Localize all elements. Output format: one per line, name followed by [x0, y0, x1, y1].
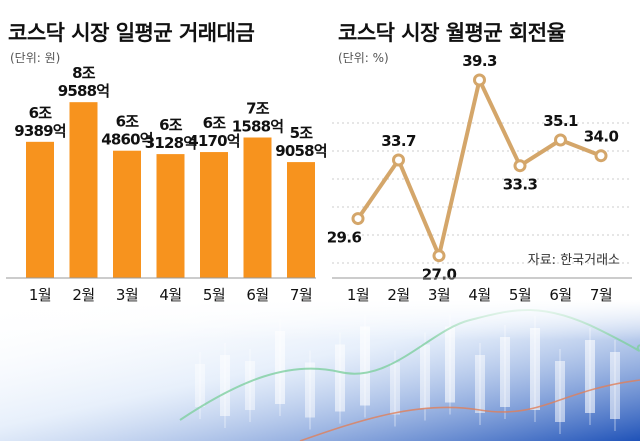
x-tick-label: 7월: [290, 286, 312, 304]
decorative-candle-body: [220, 355, 230, 416]
source-note: 자료: 한국거래소: [528, 253, 620, 268]
point-value-label: 33.3: [503, 176, 538, 194]
x-tick-label: 2월: [72, 286, 94, 304]
bar: [69, 102, 98, 279]
bar: [287, 162, 315, 278]
data-point: [392, 153, 405, 167]
data-point: [554, 133, 567, 147]
point-value-label: 34.0: [584, 128, 619, 146]
bar-value-label-line1: 8조: [72, 64, 96, 82]
bar-value-label-line2: 9058억: [275, 142, 327, 160]
decorative-candle-body: [610, 352, 620, 419]
bar-value-label-line2: 9389억: [14, 122, 66, 140]
background-decoration: [0, 300, 640, 441]
data-point: [432, 249, 446, 263]
point-value-label: 33.7: [381, 132, 416, 150]
x-tick-label: 6월: [246, 286, 268, 304]
gridlines: [332, 122, 632, 264]
decorative-wave-line-2: [299, 379, 640, 441]
data-point: [351, 212, 365, 226]
data-point: [513, 159, 527, 173]
decorative-candle-body: [305, 362, 315, 418]
point-value-label: 27.0: [422, 266, 457, 284]
x-tick-label: 7월: [590, 286, 612, 304]
decorative-candle-body: [335, 344, 345, 412]
decorative-candle-body: [195, 364, 205, 407]
bar-value-label-line2: 4860억: [101, 131, 153, 149]
bar-value-label-line1: 6조: [29, 104, 53, 122]
decorative-candle-body: [445, 326, 455, 403]
unit-label: (단위: 원): [10, 51, 60, 65]
bar: [113, 150, 141, 278]
point-value-label: 35.1: [543, 112, 578, 130]
x-tick-label: 5월: [203, 286, 225, 304]
decorative-candle-body: [245, 361, 255, 410]
bar: [156, 154, 185, 278]
decorative-candle-body: [500, 337, 510, 407]
bar: [200, 152, 228, 278]
x-tick-label: 3월: [116, 286, 138, 304]
chart-title: 코스닥 시장 일평균 거래대금: [8, 21, 254, 45]
unit-label: (단위: %): [338, 51, 389, 65]
bar: [243, 137, 272, 278]
decorative-candle-body: [475, 355, 485, 413]
chart-title: 코스닥 시장 월평균 회전율: [338, 21, 566, 45]
bar-value-label-line2: 1588억: [232, 118, 284, 136]
decorative-candle-body: [585, 340, 595, 413]
bar-value-label-line1: 7조: [246, 100, 270, 118]
trading-value-chart: 코스닥 시장 일평균 거래대금 (단위: 원) 6조9389억8조9588억6조…: [6, 21, 328, 304]
x-tick-label: 4월: [159, 286, 181, 304]
point-value-label: 39.3: [462, 52, 497, 70]
x-tick-label: 6월: [549, 286, 571, 304]
turnover-rate-chart: 코스닥 시장 월평균 회전율 (단위: %) 29.6 33.7 27.0 39.3 3…: [327, 21, 632, 304]
decorative-candle-body: [555, 361, 565, 422]
decorative-candle-body: [530, 328, 540, 410]
x-tick-label: 1월: [347, 286, 369, 304]
data-point: [473, 73, 486, 87]
bar-value-label-line1: 5조: [290, 124, 314, 142]
series-points: 29.6 33.7 27.0 39.3 33.3 35.1 34.0: [327, 52, 619, 284]
bar-value-label-line2: 4170억: [188, 132, 240, 150]
x-tick-label: 4월: [468, 286, 490, 304]
series-line: [356, 78, 602, 258]
bar-value-label-line1: 6조: [116, 113, 140, 131]
bar-value-label-line1: 6조: [159, 116, 183, 134]
decorative-candle-body: [360, 326, 370, 406]
bar-value-label-line2: 9588억: [58, 82, 110, 100]
x-tick-label: 1월: [29, 286, 51, 304]
x-tick-label: 3월: [428, 286, 450, 304]
decorative-candle-body: [275, 331, 285, 404]
bar-value-label-line1: 6조: [203, 114, 227, 132]
x-tick-label: 5월: [509, 286, 531, 304]
decorative-candle-body: [420, 344, 430, 409]
bar: [26, 141, 54, 278]
x-tick-label: 2월: [387, 286, 409, 304]
point-value-label: 29.6: [327, 229, 362, 247]
bar-value-label-line2: 3128억: [145, 134, 197, 152]
x-tick-labels: 1월 2월 3월 4월 5월 6월 7월: [347, 286, 613, 304]
bar-series: 6조9389억8조9588억6조4860억6조3128억6조4170억7조158…: [14, 64, 328, 279]
data-point: [594, 149, 608, 163]
x-tick-labels: 1월 2월 3월 4월 5월 6월 7월: [29, 286, 313, 304]
decorative-candle-body: [390, 362, 400, 415]
